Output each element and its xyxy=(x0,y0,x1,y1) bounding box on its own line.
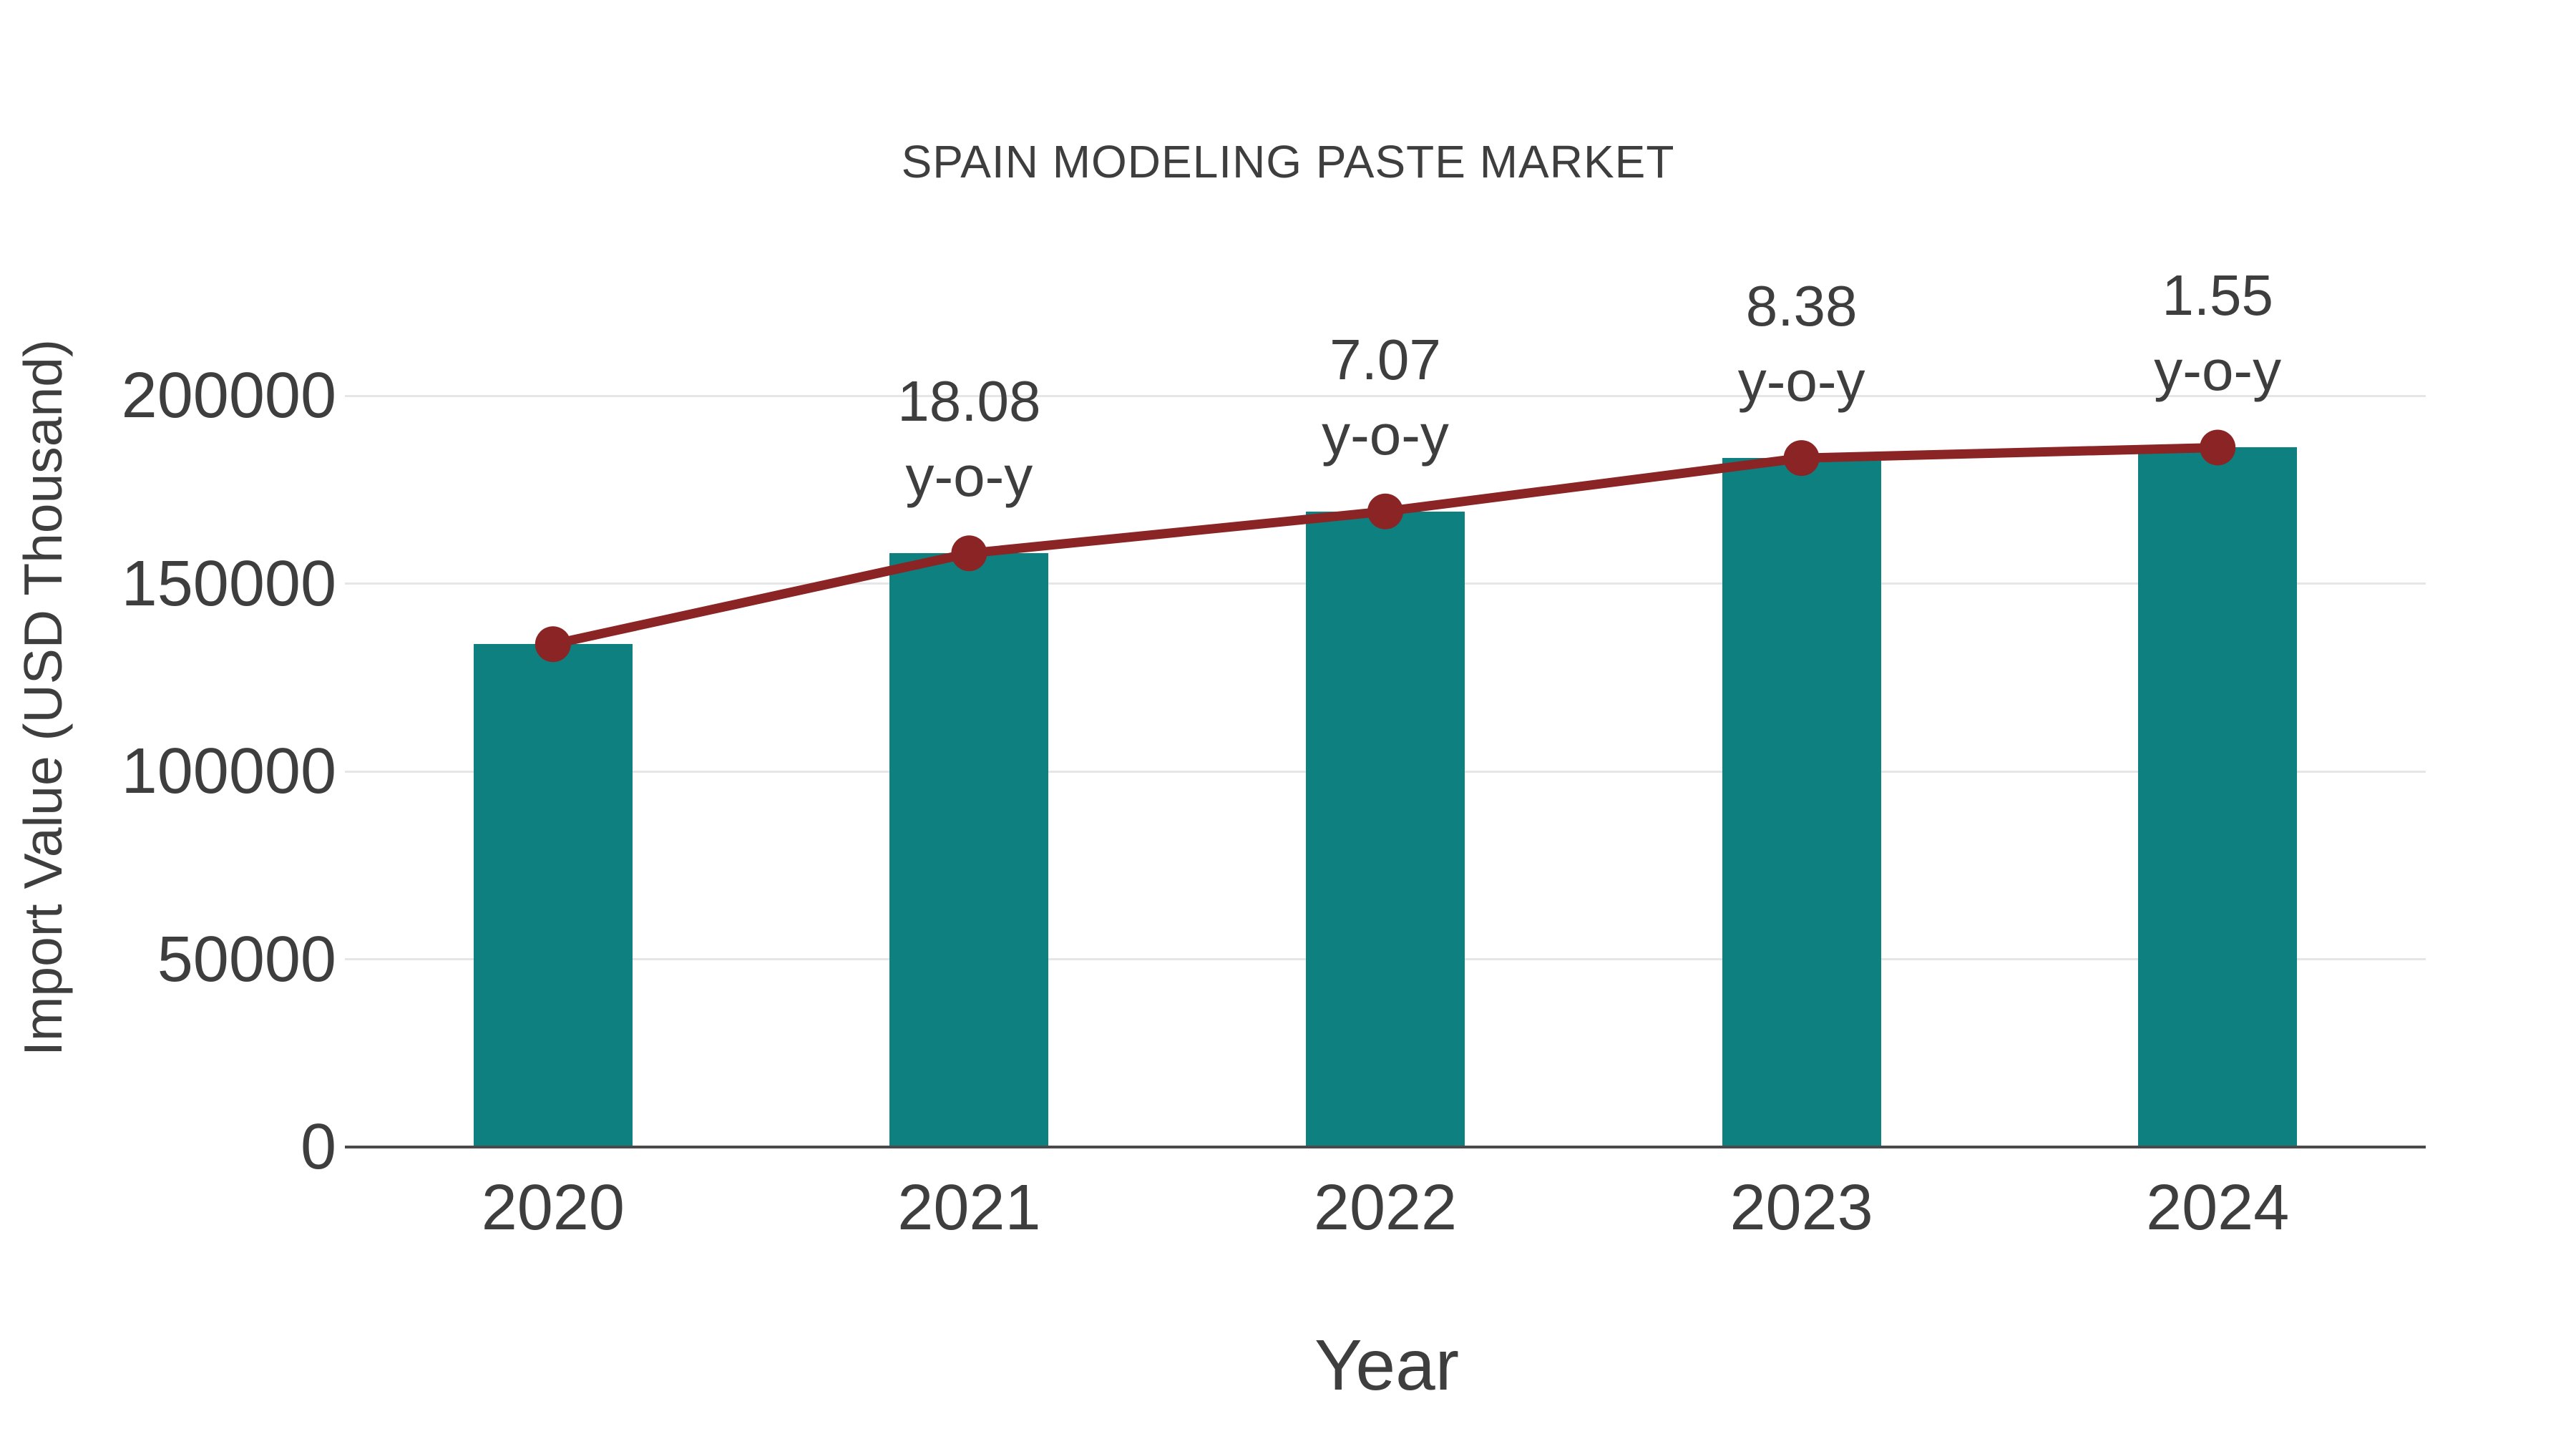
yoy-value: 18.08 xyxy=(897,369,1041,434)
yoy-annotation-2022: 7.07 y-o-y xyxy=(1206,322,1564,472)
y-tick-label: 100000 xyxy=(121,736,336,807)
yoy-value: 1.55 xyxy=(2162,263,2274,328)
chart-title: SPAIN MODELING PASTE MARKET xyxy=(901,136,1675,187)
data-point-2024 xyxy=(2200,429,2236,466)
bar-2021 xyxy=(889,553,1049,1147)
data-point-2022 xyxy=(1367,493,1403,530)
yoy-value: 8.38 xyxy=(1745,274,1858,338)
data-point-2020 xyxy=(535,626,571,663)
y-tick-label: 150000 xyxy=(121,547,336,620)
x-axis-title: Year xyxy=(1314,1325,1460,1405)
gridline-200000 xyxy=(345,394,2426,397)
x-tick-label-2024: 2024 xyxy=(2146,1172,2290,1244)
data-point-2023 xyxy=(1783,440,1820,477)
yoy-annotation-2021: 18.08 y-o-y xyxy=(790,364,1148,514)
x-tick-label-2021: 2021 xyxy=(897,1172,1041,1244)
bar-2024 xyxy=(2138,447,2298,1147)
x-axis-line xyxy=(345,1146,2426,1148)
y-tick-label: 200000 xyxy=(121,360,336,431)
x-tick-label-2023: 2023 xyxy=(1729,1172,1873,1244)
yoy-annotation-2023: 8.38 y-o-y xyxy=(1623,268,1981,419)
yoy-suffix: y-o-y xyxy=(2154,338,2282,403)
yoy-value: 7.07 xyxy=(1330,327,1441,391)
y-tick-label: 50000 xyxy=(157,923,336,995)
x-tick-label-2020: 2020 xyxy=(481,1172,625,1244)
yoy-annotation-2024: 1.55 y-o-y xyxy=(2039,258,2396,408)
yoy-suffix: y-o-y xyxy=(1322,402,1449,467)
yoy-suffix: y-o-y xyxy=(1737,349,1865,414)
bar-2022 xyxy=(1306,511,1465,1147)
y-tick-label: 0 xyxy=(300,1111,336,1183)
x-tick-label-2022: 2022 xyxy=(1313,1172,1458,1244)
yoy-suffix: y-o-y xyxy=(905,444,1033,509)
data-point-2021 xyxy=(951,535,987,572)
bar-2020 xyxy=(473,644,633,1147)
bar-2023 xyxy=(1722,458,1881,1147)
